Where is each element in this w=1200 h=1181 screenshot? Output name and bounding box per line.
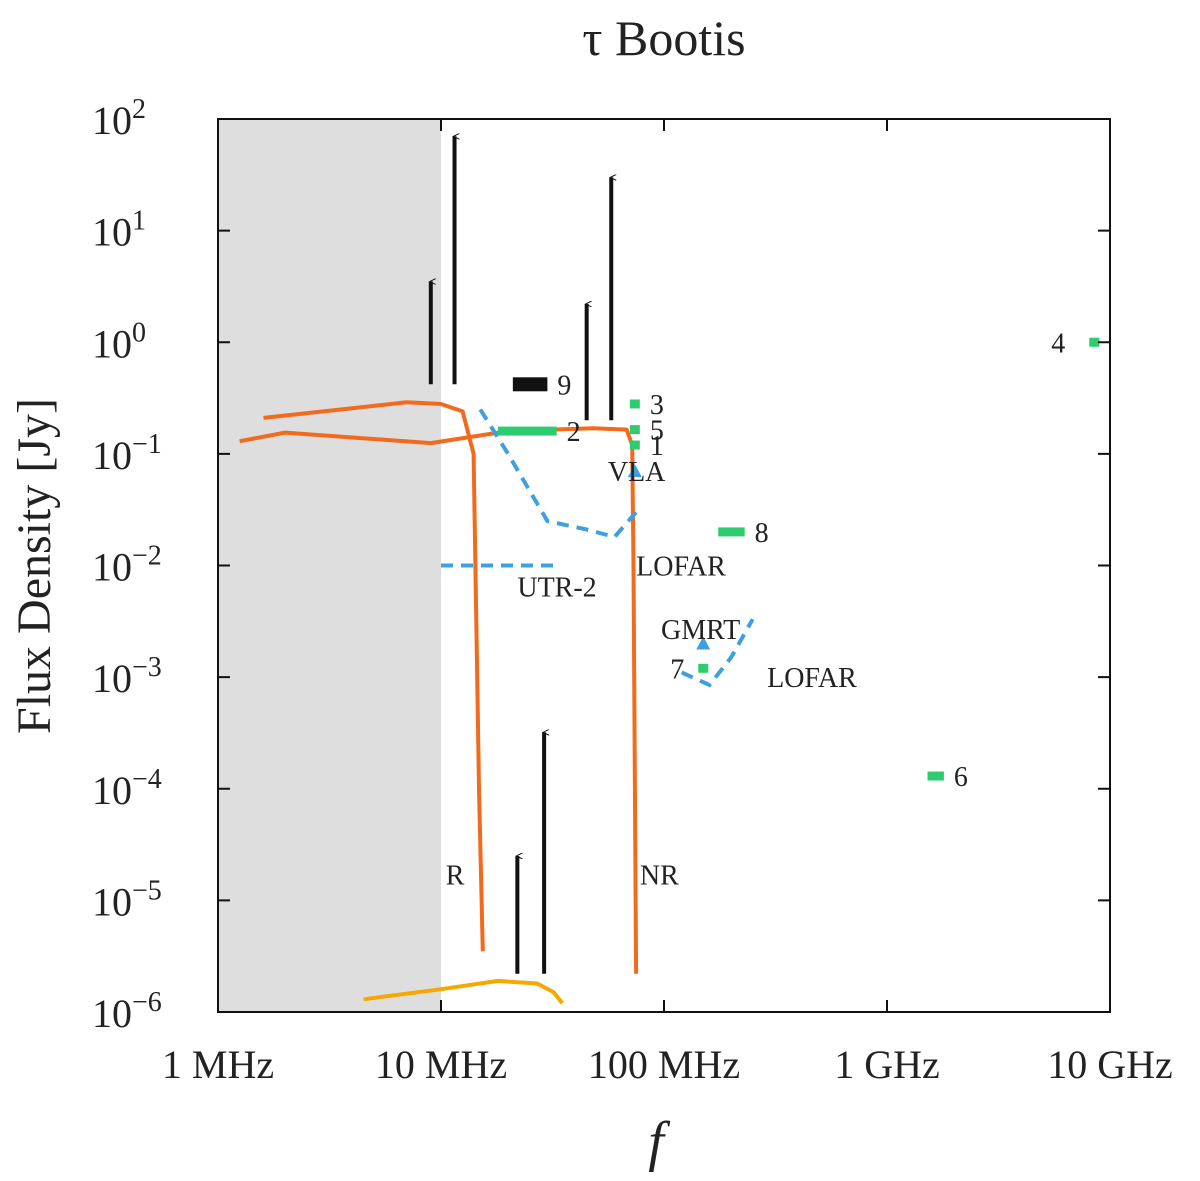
model-curve-r-lower — [239, 426, 639, 974]
y-tick-exponent: −3 — [132, 652, 162, 683]
measurement-marker-9 — [512, 377, 548, 392]
x-axis-label: f — [648, 1111, 671, 1173]
y-tick-exponent: −6 — [132, 987, 162, 1018]
y-tick-label: 10−5 — [92, 875, 162, 924]
measurement-marker-8 — [718, 527, 745, 537]
annotation-nr: NR — [640, 861, 679, 892]
instrument-marker-vla — [627, 464, 642, 478]
y-tick-label: 10−3 — [92, 652, 162, 701]
y-tick-label: 101 — [92, 206, 146, 255]
measurement-marker-7 — [698, 663, 709, 673]
y-tick-exponent: 2 — [132, 94, 146, 125]
y-tick-label: 100 — [92, 317, 146, 366]
y-tick-label: 10−6 — [92, 987, 162, 1036]
measurement-label-2: 2 — [567, 417, 581, 448]
measurement-label-4: 4 — [1051, 328, 1065, 359]
annotation-vla: VLA — [608, 457, 666, 488]
annotation-utr-2: UTR-2 — [517, 572, 596, 603]
x-tick-label: 10 MHz — [375, 1042, 507, 1087]
measurement-marker-1 — [629, 440, 640, 450]
measurement-marker-5 — [629, 425, 640, 435]
measurement-label-8: 8 — [755, 518, 769, 549]
measurement-label-6: 6 — [954, 762, 968, 793]
model-curve-r-upper — [263, 400, 485, 952]
measurement-marker-3 — [629, 399, 640, 409]
sensitivity-curve-lofar-hba — [680, 618, 755, 688]
annotation-gmrt: GMRT — [661, 615, 740, 646]
y-tick-label: 10−1 — [92, 429, 162, 478]
chart-title: τ Bootis — [582, 10, 745, 66]
measurement-marker-6 — [927, 771, 944, 781]
y-tick-exponent: −2 — [132, 541, 162, 572]
measurement-label-9: 9 — [557, 370, 571, 401]
measurement-label-3: 3 — [650, 390, 664, 421]
annotation-lofar: LOFAR — [636, 552, 726, 583]
y-tick-label: 10−2 — [92, 541, 162, 590]
x-tick-label: 100 MHz — [588, 1042, 740, 1087]
sensitivity-curve-lofar-lba — [478, 408, 638, 540]
model-curve-yellow — [363, 978, 564, 1005]
y-tick-exponent: 1 — [132, 206, 146, 237]
measurement-marker-2 — [497, 426, 557, 436]
instrument-marker-gmrt — [696, 636, 711, 650]
x-tick-label: 10 GHz — [1047, 1042, 1173, 1087]
y-tick-label: 102 — [92, 94, 146, 143]
y-tick-label: 10−4 — [92, 764, 162, 813]
y-tick-exponent: −1 — [132, 429, 162, 460]
y-tick-exponent: 0 — [132, 317, 146, 348]
annotation-lofar: LOFAR — [767, 663, 857, 694]
x-tick-label: 1 GHz — [834, 1042, 940, 1087]
y-tick-exponent: −5 — [132, 875, 162, 906]
shaded-region — [218, 119, 441, 1012]
x-tick-label: 1 MHz — [162, 1042, 274, 1087]
measurement-label-1: 1 — [650, 431, 664, 462]
y-axis-label: Flux Density [Jy] — [8, 398, 61, 734]
measurement-label-5: 5 — [650, 416, 664, 447]
y-tick-exponent: −4 — [132, 764, 162, 795]
measurement-label-7: 7 — [670, 654, 684, 685]
annotation-r: R — [446, 861, 465, 892]
measurement-marker-4 — [1089, 337, 1100, 347]
